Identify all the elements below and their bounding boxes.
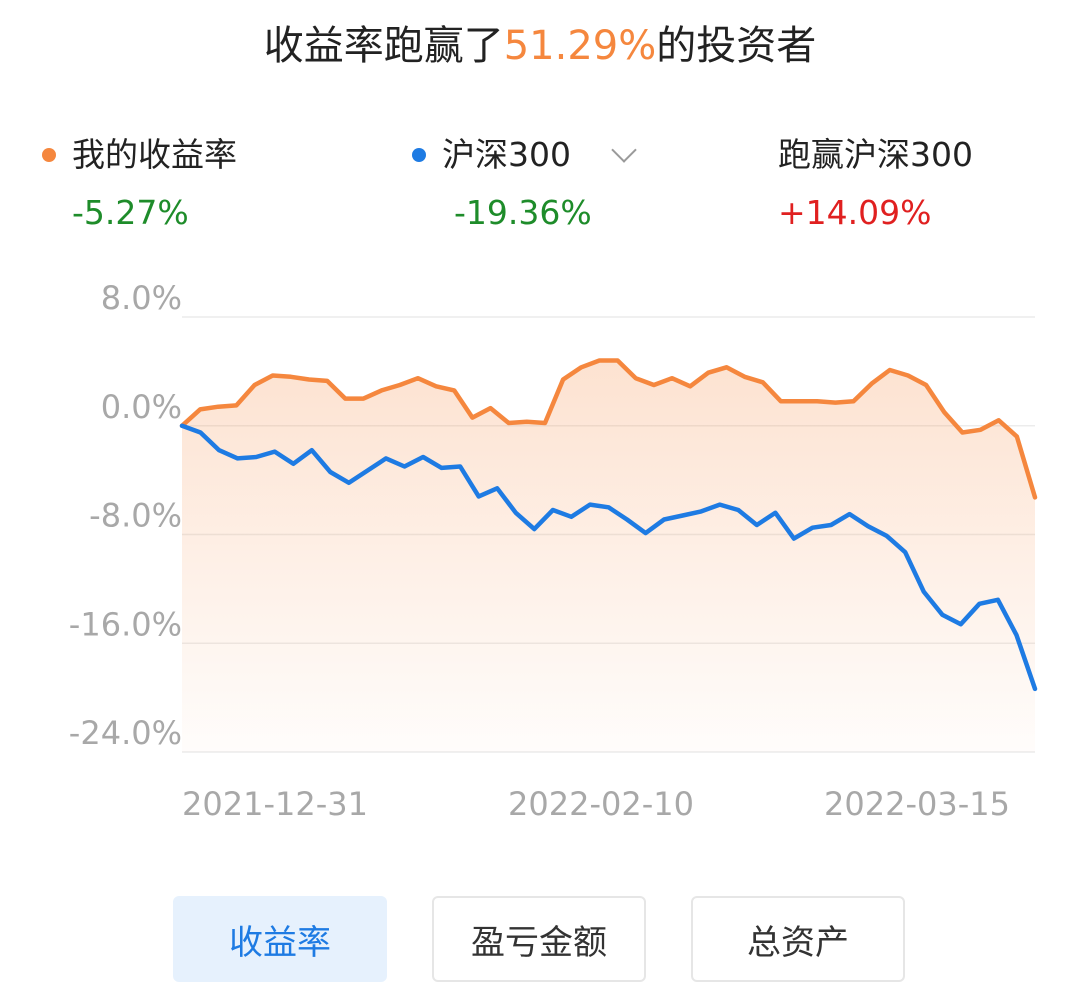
- headline-prefix: 收益率跑赢了: [263, 23, 504, 69]
- my-return-label: 我的收益率: [72, 135, 237, 174]
- tab-total-assets[interactable]: 总资产: [691, 896, 905, 982]
- series-area-0: [182, 360, 1035, 752]
- beat-index-value: +14.09%: [778, 193, 932, 232]
- y-tick-label: -16.0%: [69, 605, 182, 643]
- legend-my-return: 我的收益率 -5.27%: [42, 132, 237, 236]
- series-line-1: [179, 423, 1038, 692]
- my-return-dot-icon: [42, 148, 56, 162]
- index-return-value: -19.36%: [454, 193, 592, 232]
- y-tick-label: 0.0%: [101, 388, 182, 426]
- headline-percentile: 51.29%: [503, 23, 657, 69]
- x-tick-label: 2022-03-15: [824, 785, 1010, 823]
- y-tick-label: 8.0%: [101, 279, 182, 317]
- x-tick-label: 2022-02-10: [508, 785, 694, 823]
- headline: 收益率跑赢了51.29%的投资者: [0, 18, 1080, 74]
- return-chart: 8.0% 0.0% -8.0% -16.0% -24.0%2021-12-31 2022-…: [69, 279, 1038, 823]
- legend-index-return[interactable]: 沪深300 -19.36%: [412, 132, 637, 236]
- tab-return-rate[interactable]: 收益率: [173, 896, 387, 982]
- index-return-label: 沪深300: [442, 135, 571, 174]
- y-tick-label: -8.0%: [89, 497, 182, 535]
- series-line-0: [179, 358, 1038, 500]
- tab-profit-amount[interactable]: 盈亏金额: [432, 896, 646, 982]
- x-tick-label: 2021-12-31: [182, 785, 368, 823]
- metric-tabs: 收益率 盈亏金额 总资产: [173, 896, 950, 982]
- my-return-value: -5.27%: [72, 193, 189, 232]
- headline-suffix: 的投资者: [656, 23, 817, 69]
- legend-beat-index: 跑赢沪深300 +14.09%: [778, 132, 973, 236]
- index-return-dot-icon: [412, 148, 426, 162]
- y-tick-label: -24.0%: [69, 714, 182, 752]
- chevron-down-icon[interactable]: [611, 137, 637, 163]
- beat-index-label: 跑赢沪深300: [778, 135, 973, 174]
